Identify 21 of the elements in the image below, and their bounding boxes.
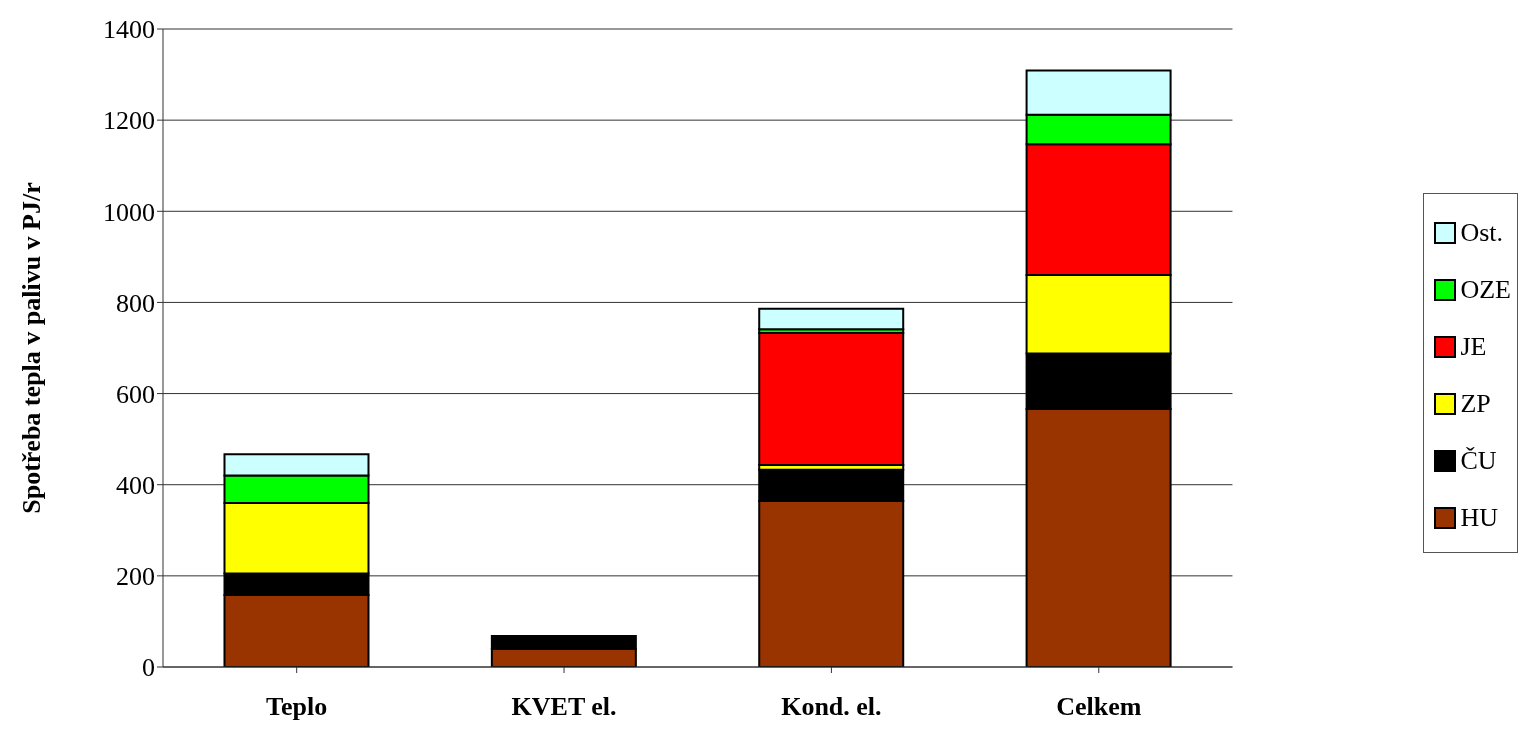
- y-tick-label: 400: [116, 470, 155, 500]
- legend-label: JE: [1460, 331, 1487, 362]
- bar: [758, 307, 905, 331]
- legend-label: ČU: [1460, 445, 1497, 476]
- x-tick-label: KVET el.: [511, 692, 617, 722]
- legend-label: OZE: [1460, 274, 1511, 305]
- legend-label: Ost.: [1460, 217, 1504, 248]
- x-tick-label: Kond. el.: [781, 692, 882, 722]
- y-tick-label: 1400: [103, 15, 155, 45]
- y-tick-label: 1000: [103, 197, 155, 227]
- y-tick-label: 200: [116, 562, 155, 592]
- y-tick-label: 600: [116, 379, 155, 409]
- y-tick-label: 0: [142, 653, 155, 683]
- y-tick-label: 800: [116, 288, 155, 318]
- x-tick-label: Teplo: [266, 692, 328, 722]
- bar: [758, 331, 905, 467]
- y-axis-title: Spotřeba tepla v palivu v PJ/r: [17, 182, 47, 514]
- y-tick-label: 1200: [103, 106, 155, 136]
- legend-label: HU: [1460, 502, 1499, 533]
- x-tick-label: Celkem: [1056, 692, 1142, 722]
- legend-label: ZP: [1460, 388, 1491, 419]
